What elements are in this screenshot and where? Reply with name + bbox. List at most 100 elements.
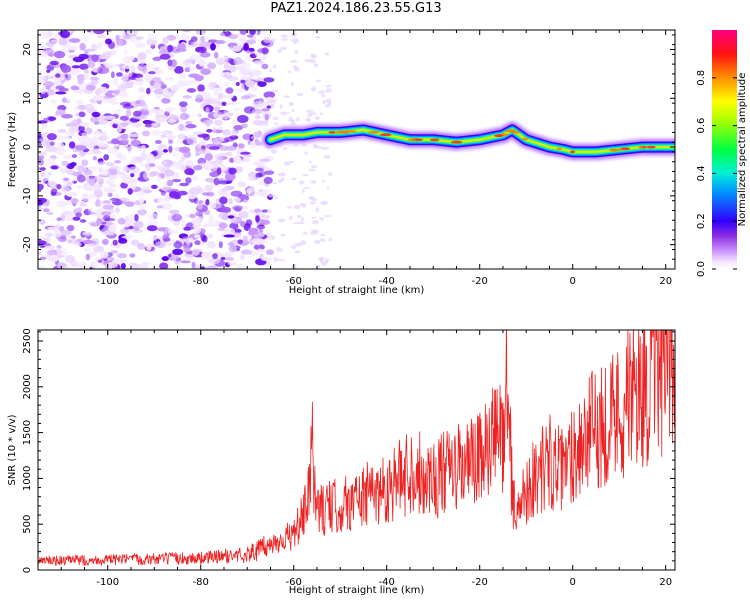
noise-blob (191, 40, 198, 48)
noise-blob (290, 33, 298, 38)
noise-blob (223, 136, 235, 142)
y-tick-label: 1500 (22, 420, 33, 445)
noise-blob (221, 187, 229, 192)
noise-blob (61, 45, 71, 53)
noise-blob (223, 234, 235, 238)
noise-blob (207, 177, 215, 184)
signal-hotspot (328, 131, 336, 134)
noise-blob (67, 239, 72, 244)
noise-blob (70, 85, 80, 91)
noise-blob (149, 171, 160, 177)
noise-blob (87, 30, 92, 33)
noise-blob (209, 171, 220, 177)
noise-blob (161, 97, 171, 104)
noise-blob (46, 236, 51, 244)
noise-blob (128, 262, 138, 267)
noise-blob (177, 133, 186, 140)
noise-blob (183, 226, 192, 231)
noise-blob (61, 114, 73, 119)
noise-blob (95, 141, 105, 147)
noise-blob (282, 95, 291, 98)
noise-blob (322, 100, 326, 104)
noise-blob (103, 154, 110, 161)
noise-blob (38, 142, 42, 148)
noise-blob (146, 87, 151, 95)
noise-blob (115, 207, 120, 214)
noise-blob (255, 215, 260, 223)
noise-blob (49, 141, 55, 146)
noise-blob (220, 256, 226, 261)
noise-blob (43, 245, 55, 250)
noise-blob (48, 52, 54, 57)
noise-blob (295, 116, 300, 122)
noise-blob (191, 261, 196, 269)
noise-blob (325, 104, 330, 108)
noise-blob (218, 241, 223, 249)
noise-blob (55, 73, 61, 78)
noise-blob (177, 43, 186, 51)
noise-blob (77, 261, 88, 269)
noise-blob (280, 38, 289, 41)
noise-blob (184, 257, 193, 262)
noise-blob (197, 133, 210, 138)
noise-blob (68, 45, 78, 51)
noise-blob (197, 91, 207, 96)
noise-blob (235, 81, 240, 87)
y-tick-label: 0 (22, 144, 33, 150)
noise-blob (144, 49, 153, 55)
noise-blob (77, 76, 85, 85)
noise-blob (158, 49, 171, 56)
noise-blob (43, 117, 48, 122)
noise-blob (133, 81, 144, 86)
noise-blob (61, 160, 69, 167)
noise-blob (139, 203, 144, 211)
x-tick-label: -20 (472, 276, 488, 287)
noise-blob (200, 266, 206, 269)
noise-blob (269, 69, 273, 73)
noise-blob (100, 251, 109, 259)
noise-blob (79, 63, 89, 70)
noise-blob (97, 160, 106, 165)
noise-blob (93, 130, 102, 136)
snr-panel: -100 -80 -60 -40 -20 0 20 0 500 1000 1500 2000 2500 H… (7, 328, 676, 596)
noise-blob (161, 256, 169, 262)
noise-blob (288, 116, 293, 119)
noise-blob (145, 63, 156, 70)
noise-blob (221, 114, 230, 120)
noise-blob (70, 197, 79, 204)
noise-blob (79, 151, 86, 157)
noise-blob (38, 197, 47, 204)
noise-blob (255, 167, 264, 172)
noise-blob (308, 197, 314, 200)
noise-blob (217, 126, 224, 130)
noise-blob (43, 81, 55, 88)
noise-blob (271, 149, 278, 154)
noise-blob (153, 88, 166, 95)
noise-blob (304, 151, 308, 155)
noise-blob (300, 240, 307, 246)
noise-blob (108, 63, 120, 67)
noise-blob (240, 249, 253, 255)
noise-blob (237, 115, 249, 123)
noise-blob (97, 66, 110, 75)
noise-blob (253, 243, 265, 251)
noise-blob (267, 193, 276, 198)
noise-blob (195, 152, 200, 157)
y-tick-label: 2000 (22, 374, 33, 399)
noise-blob (204, 185, 214, 192)
noise-blob (126, 30, 139, 35)
noise-blob (55, 91, 67, 95)
noise-blob (120, 81, 128, 89)
noise-blob (328, 237, 333, 242)
noise-blob (50, 191, 57, 196)
noise-blob (180, 105, 187, 113)
noise-blob (195, 211, 204, 217)
noise-blob (286, 206, 293, 209)
noise-blob (321, 180, 326, 183)
noise-blob (319, 238, 326, 243)
noise-blob (247, 175, 256, 182)
noise-blob (208, 97, 215, 105)
noise-blob (260, 219, 271, 225)
noise-blob (290, 81, 295, 87)
y-tick-label: 2500 (22, 328, 33, 353)
